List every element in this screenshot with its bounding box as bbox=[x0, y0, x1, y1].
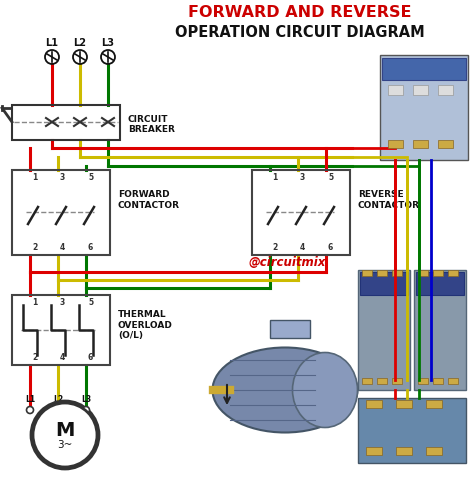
Ellipse shape bbox=[292, 352, 357, 427]
Text: L3: L3 bbox=[81, 395, 91, 404]
Circle shape bbox=[55, 407, 62, 413]
Text: 1: 1 bbox=[32, 173, 37, 182]
Text: 5: 5 bbox=[88, 173, 93, 182]
Bar bbox=[388, 140, 403, 148]
Text: THERMAL
OVERLOAD
(O/L): THERMAL OVERLOAD (O/L) bbox=[118, 310, 173, 340]
Text: 3: 3 bbox=[60, 173, 65, 182]
Text: L1: L1 bbox=[46, 38, 58, 48]
Circle shape bbox=[27, 407, 34, 413]
Circle shape bbox=[31, 401, 99, 469]
Bar bbox=[392, 378, 402, 384]
Text: 3~: 3~ bbox=[57, 440, 73, 450]
Bar bbox=[448, 270, 458, 276]
Text: 4: 4 bbox=[60, 353, 65, 362]
Text: L1: L1 bbox=[25, 395, 35, 404]
Text: 6: 6 bbox=[88, 353, 93, 362]
Text: 3: 3 bbox=[60, 298, 65, 307]
Bar bbox=[392, 270, 402, 276]
Text: 3: 3 bbox=[300, 173, 305, 182]
Bar bbox=[362, 270, 372, 276]
Text: 1: 1 bbox=[272, 173, 277, 182]
Circle shape bbox=[33, 403, 97, 467]
Text: L2: L2 bbox=[53, 395, 63, 404]
Bar bbox=[270, 320, 310, 338]
Bar bbox=[433, 378, 443, 384]
Bar bbox=[438, 85, 453, 95]
Text: 2: 2 bbox=[32, 243, 37, 252]
Bar bbox=[396, 447, 412, 455]
Text: 5: 5 bbox=[328, 173, 333, 182]
Text: @circuitmix: @circuitmix bbox=[248, 257, 325, 269]
Bar bbox=[413, 140, 428, 148]
Bar bbox=[362, 378, 372, 384]
Bar bbox=[413, 85, 428, 95]
Text: OPERATION CIRCUIT DIAGRAM: OPERATION CIRCUIT DIAGRAM bbox=[175, 25, 425, 40]
Text: 4: 4 bbox=[60, 243, 65, 252]
Text: L3: L3 bbox=[101, 38, 115, 48]
Text: 1: 1 bbox=[32, 298, 37, 307]
Text: M: M bbox=[55, 421, 75, 440]
Bar bbox=[377, 270, 387, 276]
Bar bbox=[396, 400, 412, 408]
Bar bbox=[12, 105, 120, 140]
Bar bbox=[12, 170, 110, 255]
Bar bbox=[360, 272, 408, 295]
Bar bbox=[433, 270, 443, 276]
Ellipse shape bbox=[212, 347, 357, 432]
Text: FORWARD
CONTACTOR: FORWARD CONTACTOR bbox=[118, 190, 180, 210]
Text: REVERSE
CONTACTOR: REVERSE CONTACTOR bbox=[358, 190, 420, 210]
Bar bbox=[252, 170, 350, 255]
Text: 6: 6 bbox=[88, 243, 93, 252]
Text: L2: L2 bbox=[73, 38, 86, 48]
Bar bbox=[382, 58, 466, 80]
Text: FORWARD AND REVERSE: FORWARD AND REVERSE bbox=[188, 5, 412, 20]
Bar bbox=[418, 378, 428, 384]
Bar bbox=[418, 270, 428, 276]
Text: 6: 6 bbox=[328, 243, 333, 252]
Text: CIRCUIT
BREAKER: CIRCUIT BREAKER bbox=[128, 115, 175, 134]
Bar bbox=[438, 140, 453, 148]
Bar bbox=[388, 85, 403, 95]
Bar bbox=[377, 378, 387, 384]
Bar bbox=[426, 400, 442, 408]
Circle shape bbox=[82, 407, 90, 413]
Bar bbox=[358, 270, 410, 390]
Text: 2: 2 bbox=[32, 353, 37, 362]
Text: 5: 5 bbox=[88, 298, 93, 307]
Bar bbox=[380, 55, 468, 160]
Bar bbox=[448, 378, 458, 384]
Text: 2: 2 bbox=[272, 243, 277, 252]
Bar bbox=[366, 447, 382, 455]
Bar bbox=[358, 398, 466, 463]
Text: 4: 4 bbox=[300, 243, 305, 252]
Bar bbox=[414, 270, 466, 390]
Bar bbox=[12, 295, 110, 365]
Bar bbox=[366, 400, 382, 408]
Bar bbox=[416, 272, 464, 295]
Bar bbox=[426, 447, 442, 455]
